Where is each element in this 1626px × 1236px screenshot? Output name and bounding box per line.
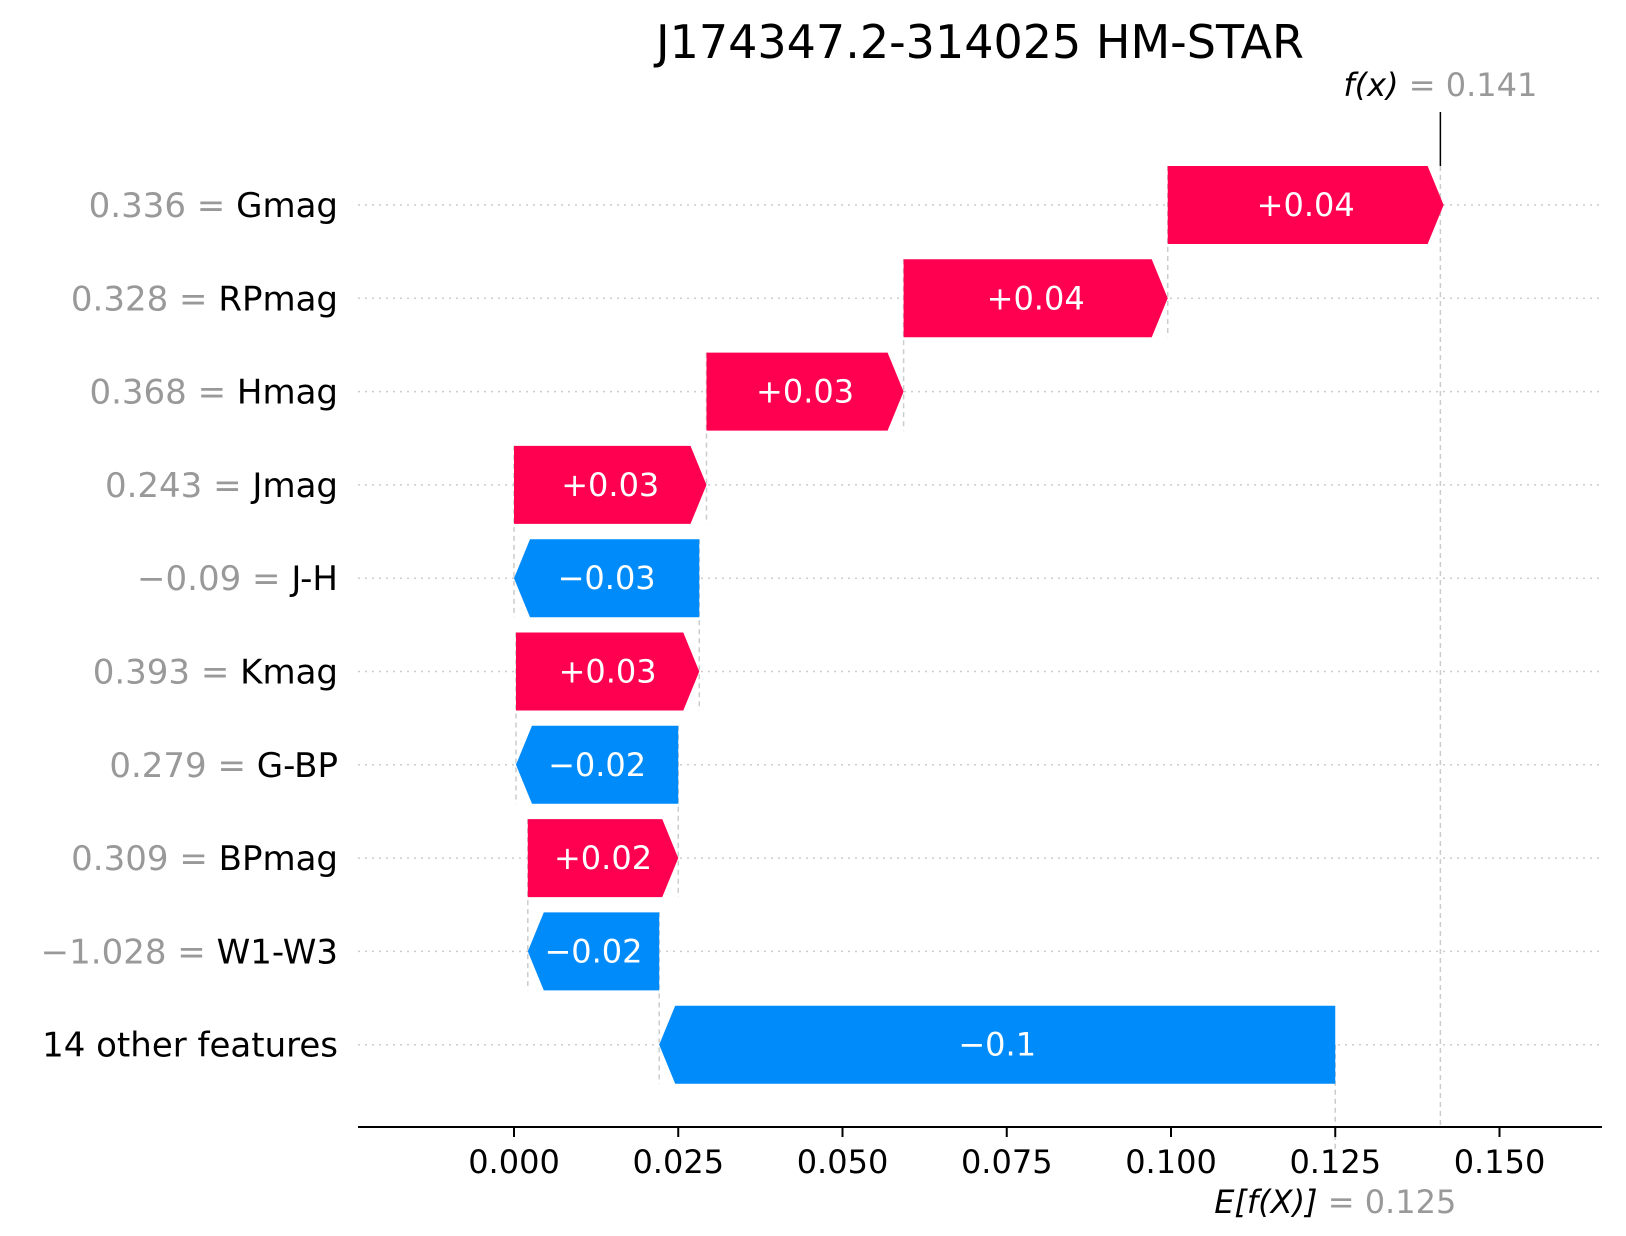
bar-value-label: −0.02	[544, 932, 642, 970]
x-tick-label: 0.125	[1289, 1143, 1381, 1181]
output-value-annotation: f(x) = 0.141	[1343, 66, 1537, 104]
bar-value-label: −0.03	[558, 559, 656, 597]
bar-value-label: +0.03	[756, 373, 854, 411]
output-value-text: = 0.141	[1409, 66, 1538, 104]
feature-name: Kmag	[240, 653, 338, 693]
feature-name: 14 other features	[42, 1026, 338, 1066]
bar-value-label: +0.04	[987, 279, 1085, 317]
feature-name: W1-W3	[217, 932, 338, 972]
bar-value-label: +0.03	[559, 653, 657, 691]
feature-label: 0.328 = RPmag	[71, 279, 338, 319]
feature-label: 0.393 = Kmag	[93, 653, 338, 693]
x-tick-label: 0.025	[632, 1143, 724, 1181]
bar-rpmag	[903, 259, 1168, 338]
annotation-layer: f(x) = 0.141 E[f(X)] = 0.125	[1214, 66, 1537, 1221]
x-tick-label: 0.075	[961, 1143, 1053, 1181]
feature-name: RPmag	[218, 279, 338, 319]
bar-value-label: +0.04	[1257, 186, 1355, 224]
feature-label: 0.368 = Hmag	[89, 373, 338, 413]
bar-kmag	[515, 632, 700, 711]
bar-value-label: −0.1	[958, 1026, 1036, 1064]
bar-14-other-features	[659, 1005, 1336, 1084]
feature-name: BPmag	[219, 839, 338, 879]
feature-label: 0.336 = Gmag	[89, 186, 338, 226]
x-tick-label: 0.000	[468, 1143, 560, 1181]
feature-value: 0.309 =	[71, 839, 218, 879]
feature-value: 0.328 =	[71, 279, 218, 319]
feature-value: 0.336 =	[89, 186, 236, 226]
bar-bpmag	[527, 819, 679, 898]
bar-hmag	[706, 352, 904, 431]
x-tick-label: 0.100	[1125, 1143, 1217, 1181]
feature-name: Hmag	[237, 373, 338, 413]
feature-label: 0.243 = Jmag	[105, 466, 338, 506]
bar-gmag	[1167, 166, 1444, 244]
x-tick-label: 0.150	[1454, 1143, 1546, 1181]
feature-value: −1.028 =	[41, 932, 217, 972]
bar-layer: +0.04 +0.04 +0.03 +0.03 −0.03 +0.03 −0.02 +0.02…	[514, 166, 1444, 1084]
bar-value-label: −0.02	[548, 746, 646, 784]
chart-title: J174347.2-314025 HM-STAR	[653, 15, 1304, 69]
x-axis: 0.000 0.025 0.050 0.075 0.100 0.125 0.150	[358, 1126, 1602, 1181]
feature-value: 0.279 =	[109, 746, 256, 786]
feature-label: −1.028 = W1-W3	[41, 932, 338, 972]
feature-value: 0.243 =	[105, 466, 252, 506]
feature-label: 14 other features	[42, 1026, 338, 1066]
base-value-annotation: E[f(X)] = 0.125	[1214, 1183, 1456, 1221]
base-value-text: = 0.125	[1328, 1183, 1457, 1221]
bar-value-label: +0.03	[561, 466, 659, 504]
feature-label: 0.279 = G-BP	[109, 746, 338, 786]
feature-label: 0.309 = BPmag	[71, 839, 338, 879]
feature-value: 0.368 =	[89, 373, 236, 413]
feature-name: Gmag	[236, 186, 338, 226]
feature-value: −0.09 =	[137, 559, 291, 599]
bar-value-label: +0.02	[554, 839, 652, 877]
output-value-label: f(x)	[1343, 66, 1408, 104]
x-tick-label: 0.050	[797, 1143, 889, 1181]
feature-value: 0.393 =	[93, 653, 240, 693]
bar-g-bp	[515, 725, 679, 804]
feature-label: −0.09 = J-H	[137, 559, 338, 599]
bar-j-h	[514, 539, 700, 618]
base-value-label: E[f(X)]	[1214, 1183, 1328, 1221]
feature-label-layer: 0.336 = Gmag 0.328 = RPmag 0.368 = Hmag 0.2…	[41, 186, 338, 1066]
bar-jmag	[514, 445, 707, 524]
feature-name: J-H	[289, 559, 338, 599]
feature-name: G-BP	[257, 746, 338, 786]
bar-w1-w3	[527, 912, 660, 991]
feature-name: Jmag	[250, 466, 338, 506]
